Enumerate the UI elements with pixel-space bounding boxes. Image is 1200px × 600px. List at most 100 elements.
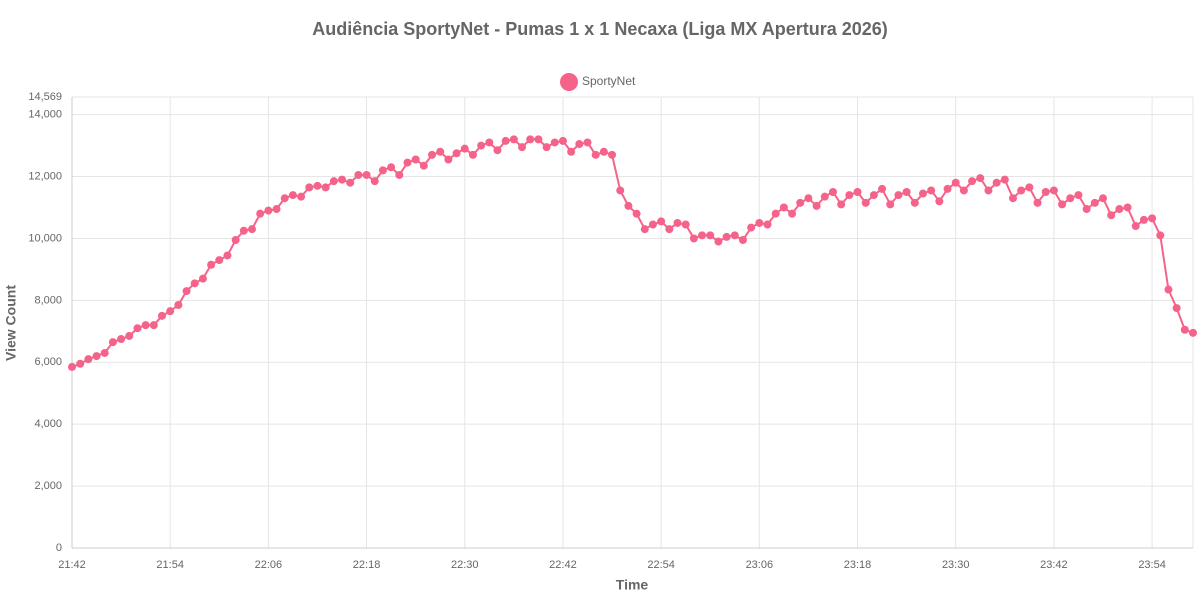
data-point: [76, 359, 85, 368]
data-point: [779, 203, 788, 212]
data-point: [567, 147, 576, 156]
data-point: [616, 186, 625, 195]
data-point: [428, 150, 437, 159]
data-point: [599, 147, 608, 156]
data-point: [92, 352, 101, 361]
data-point: [1189, 328, 1197, 337]
data-point: [518, 143, 527, 152]
data-point: [166, 307, 175, 316]
data-point: [493, 146, 502, 155]
y-tick-label: 10,000: [28, 232, 62, 244]
data-point: [1049, 186, 1058, 195]
data-point: [624, 201, 633, 210]
data-point: [951, 178, 960, 187]
data-point: [738, 235, 747, 244]
y-tick-label: 6,000: [34, 356, 62, 368]
data-point: [706, 231, 715, 240]
data-point: [845, 191, 854, 200]
data-point: [280, 194, 289, 203]
data-point: [256, 209, 265, 218]
y-axis-title: View Count: [3, 285, 19, 361]
x-tick-label: 22:06: [255, 559, 283, 571]
data-point: [894, 191, 903, 200]
data-point: [362, 170, 371, 179]
data-point: [403, 158, 412, 167]
data-point: [608, 150, 617, 159]
x-tick-label: 22:30: [451, 559, 479, 571]
data-point: [248, 225, 257, 234]
data-point: [730, 231, 739, 240]
data-point: [272, 205, 281, 214]
data-point: [395, 170, 404, 179]
data-point: [378, 166, 387, 175]
data-point: [542, 143, 551, 152]
data-point: [828, 188, 837, 197]
data-point: [370, 177, 379, 186]
x-tick-label: 23:30: [942, 559, 970, 571]
data-point: [1017, 186, 1026, 195]
data-point: [984, 186, 993, 195]
data-point: [575, 140, 584, 149]
x-tick-label: 23:54: [1138, 559, 1166, 571]
data-point: [910, 198, 919, 207]
data-point: [1090, 198, 1099, 207]
y-tick-label: 0: [56, 542, 62, 554]
data-point: [1156, 231, 1165, 240]
data-point: [509, 135, 518, 144]
x-tick-label: 22:42: [549, 559, 577, 571]
data-point: [338, 175, 347, 184]
data-point: [133, 324, 142, 333]
data-point: [943, 184, 952, 193]
data-point: [918, 189, 927, 198]
data-point: [117, 335, 126, 344]
data-point: [698, 231, 707, 240]
data-point: [935, 197, 944, 206]
data-point: [1172, 304, 1181, 313]
y-tick-label: 12,000: [28, 170, 62, 182]
data-point: [640, 225, 649, 234]
data-point: [878, 184, 887, 193]
data-point: [1074, 191, 1083, 200]
data-point: [927, 186, 936, 195]
data-point: [689, 234, 698, 243]
data-point: [149, 321, 158, 330]
data-point: [329, 177, 338, 186]
y-tick-label: 4,000: [34, 418, 62, 430]
data-point: [722, 232, 731, 241]
data-point: [796, 198, 805, 207]
data-point: [207, 260, 216, 269]
x-tick-label: 23:42: [1040, 559, 1068, 571]
data-point: [321, 183, 330, 192]
data-point: [100, 348, 109, 357]
data-point: [264, 206, 273, 215]
data-point: [755, 218, 764, 227]
y-tick-label: 14,569: [28, 91, 62, 103]
data-point: [1041, 188, 1050, 197]
data-point: [1131, 222, 1140, 231]
x-axis-title: Time: [616, 577, 649, 593]
legend-marker: [560, 73, 578, 91]
data-point: [1115, 205, 1124, 214]
data-point: [1139, 215, 1148, 224]
data-point: [477, 141, 486, 150]
data-point: [297, 192, 306, 201]
data-point: [648, 220, 657, 229]
x-tick-label: 22:54: [647, 559, 675, 571]
data-point: [976, 174, 985, 183]
data-point: [68, 362, 76, 371]
data-point: [313, 181, 322, 190]
data-point: [1107, 211, 1116, 220]
chart-title: Audiência SportyNet - Pumas 1 x 1 Necaxa…: [312, 19, 888, 39]
data-point: [305, 183, 314, 192]
data-point: [468, 150, 477, 159]
y-tick-label: 8,000: [34, 294, 62, 306]
data-point: [182, 287, 191, 296]
data-point: [1082, 205, 1091, 214]
data-point: [869, 191, 878, 200]
data-point: [526, 135, 535, 144]
data-point: [174, 300, 183, 309]
data-point: [411, 155, 420, 164]
data-point: [190, 279, 199, 288]
data-point: [346, 178, 355, 187]
